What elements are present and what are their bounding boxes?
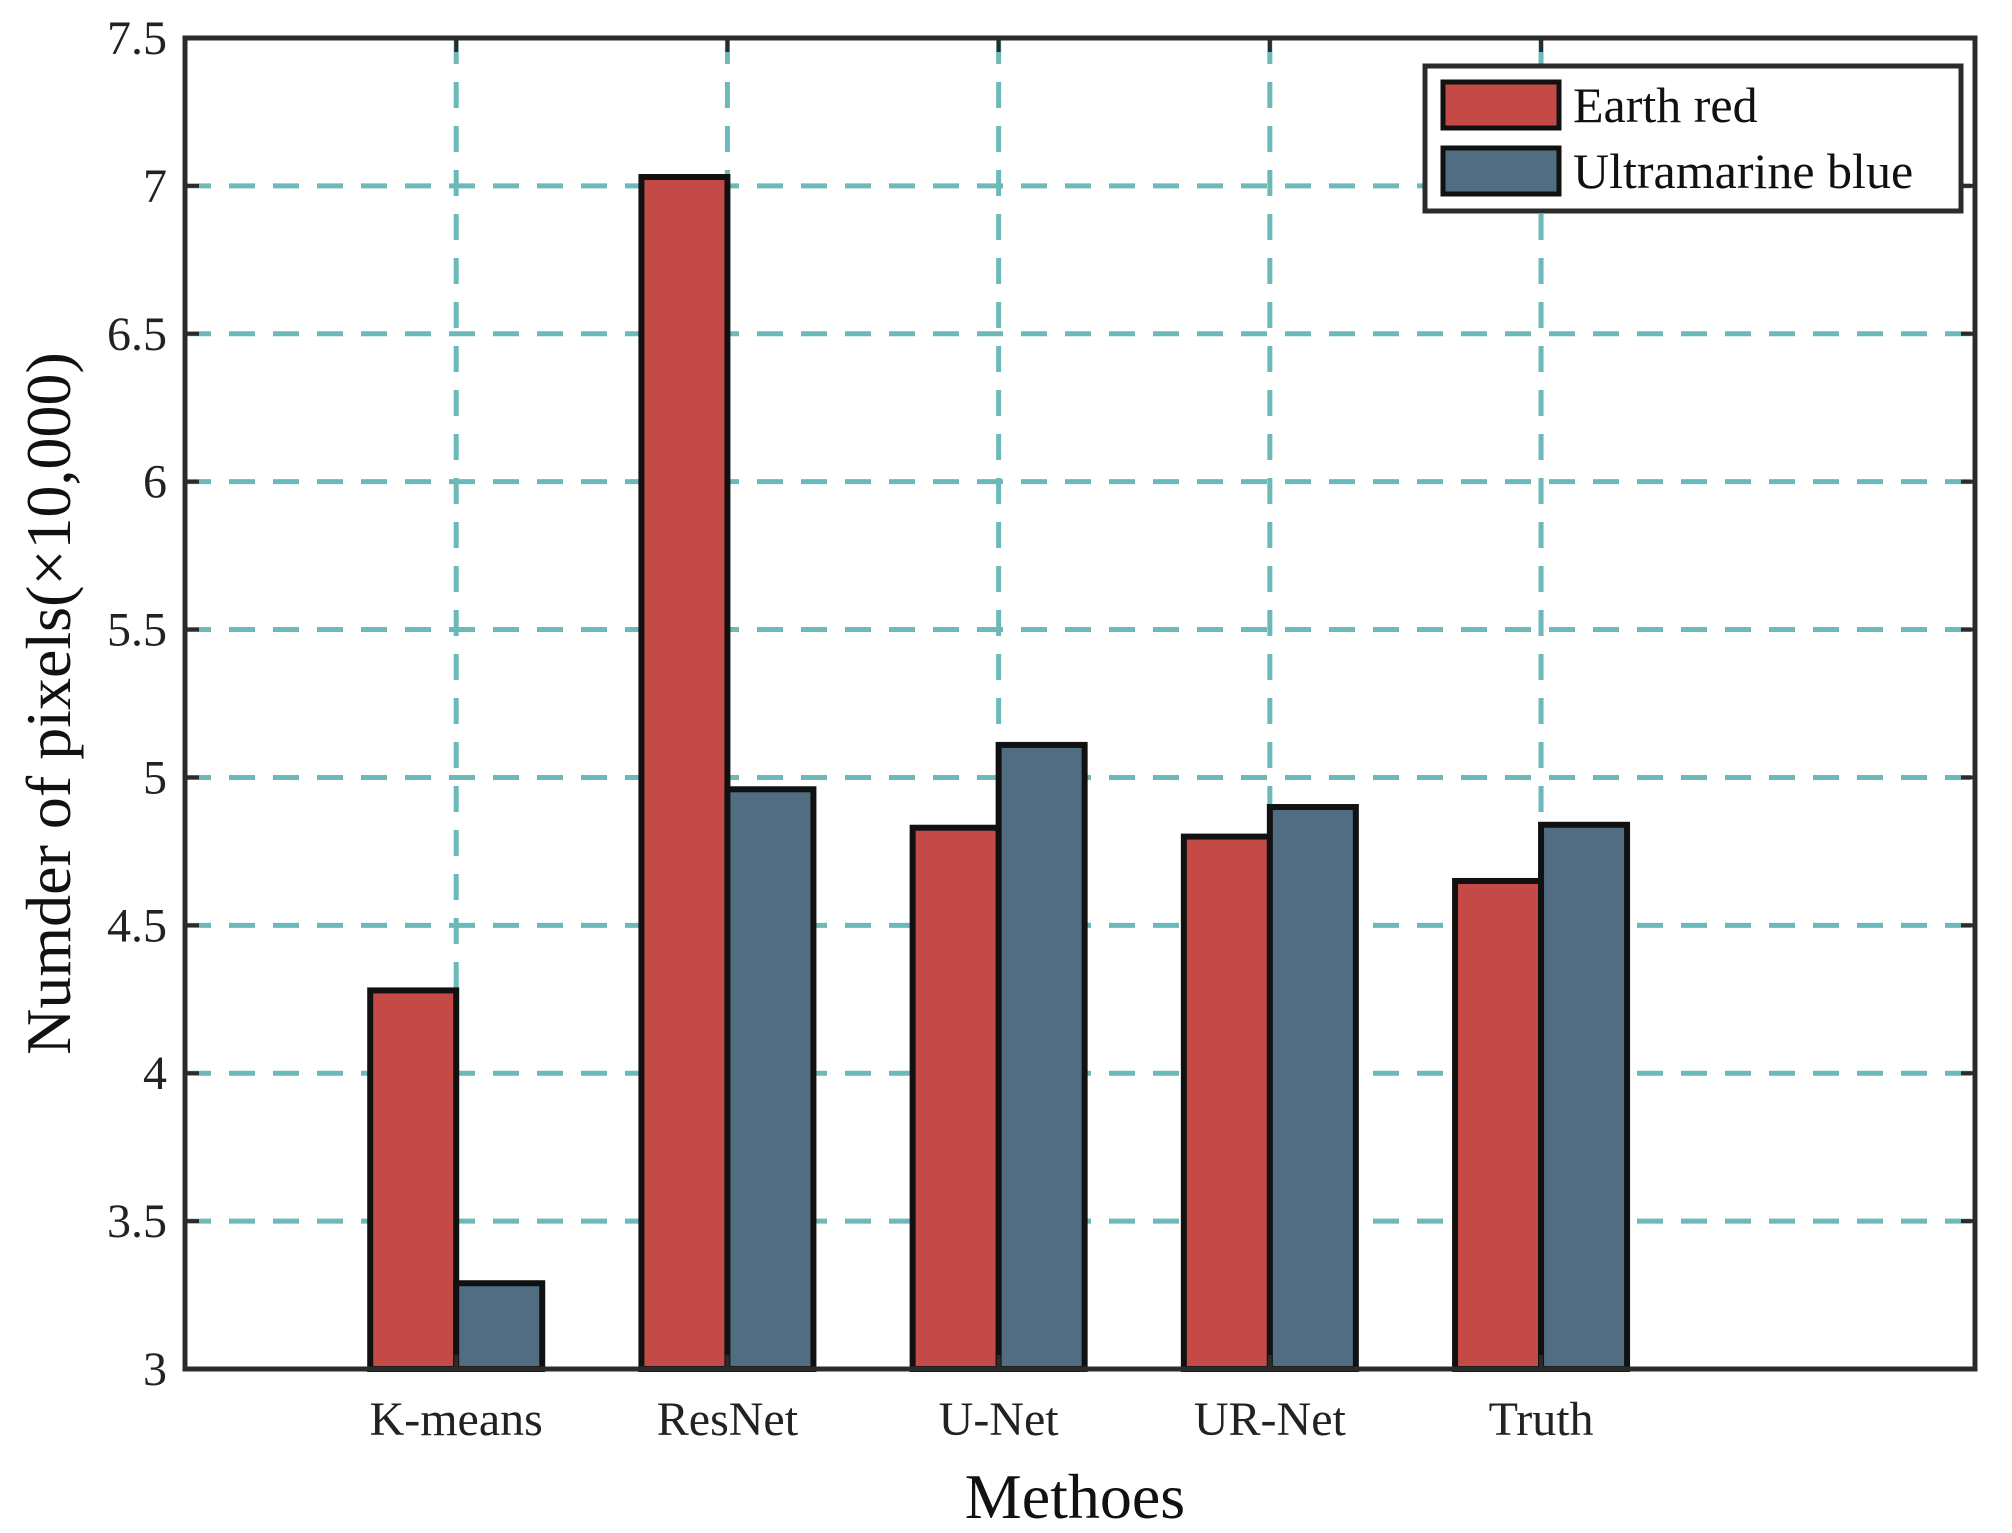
y-tick-label: 4.5	[107, 899, 167, 952]
legend-swatch-earth-red	[1440, 79, 1562, 131]
bars	[367, 174, 1631, 1373]
y-axis-title: Numder of pixels(×10,000)	[13, 352, 84, 1055]
legend-label-earth-red: Earth red	[1573, 77, 1758, 133]
x-tick-label: Truth	[1489, 1393, 1594, 1446]
legend-label-ultramarine-blue: Ultramarine blue	[1573, 143, 1913, 199]
x-tick-label: UR-Net	[1194, 1393, 1347, 1446]
bar-earth-red-k-means	[367, 987, 460, 1372]
y-axis-ticks: 3 3.5 4 4.5 5 5.5 6 6.5 7 7.5	[107, 12, 1975, 1396]
y-tick-label: 6.5	[107, 308, 167, 361]
x-axis-ticks: K-means ResNet U-Net UR-Net Truth	[370, 38, 1594, 1446]
legend: Earth red Ultramarine blue	[1422, 63, 1964, 214]
bar-earth-red-resnet	[638, 174, 731, 1373]
bar-earth-red-truth	[1452, 877, 1545, 1372]
x-tick-label: K-means	[370, 1393, 543, 1446]
y-tick-label: 5	[143, 751, 167, 804]
bar-ultramarine-blue-ur-net	[1266, 804, 1359, 1372]
bar-earth-red-ur-net	[1180, 833, 1273, 1372]
plot-frame	[182, 35, 1978, 1372]
legend-swatch-ultramarine-blue	[1440, 145, 1562, 197]
bar-earth-red-u-net	[909, 824, 1002, 1372]
x-tick-label: ResNet	[657, 1393, 799, 1446]
y-tick-label: 6	[143, 456, 167, 509]
y-tick-label: 5.5	[107, 604, 167, 657]
y-tick-label: 7	[143, 160, 167, 213]
y-tick-label: 3	[143, 1343, 167, 1396]
bar-ultramarine-blue-u-net	[995, 741, 1088, 1372]
bar-ultramarine-blue-resnet	[724, 786, 817, 1372]
y-tick-label: 4	[143, 1047, 167, 1100]
x-tick-label: U-Net	[939, 1393, 1060, 1446]
y-tick-label: 3.5	[107, 1195, 167, 1248]
bar-ultramarine-blue-truth	[1538, 821, 1631, 1372]
x-axis-title: Methoes	[965, 1461, 1185, 1532]
y-tick-label: 7.5	[107, 12, 167, 65]
bar-ultramarine-blue-k-means	[453, 1280, 546, 1373]
